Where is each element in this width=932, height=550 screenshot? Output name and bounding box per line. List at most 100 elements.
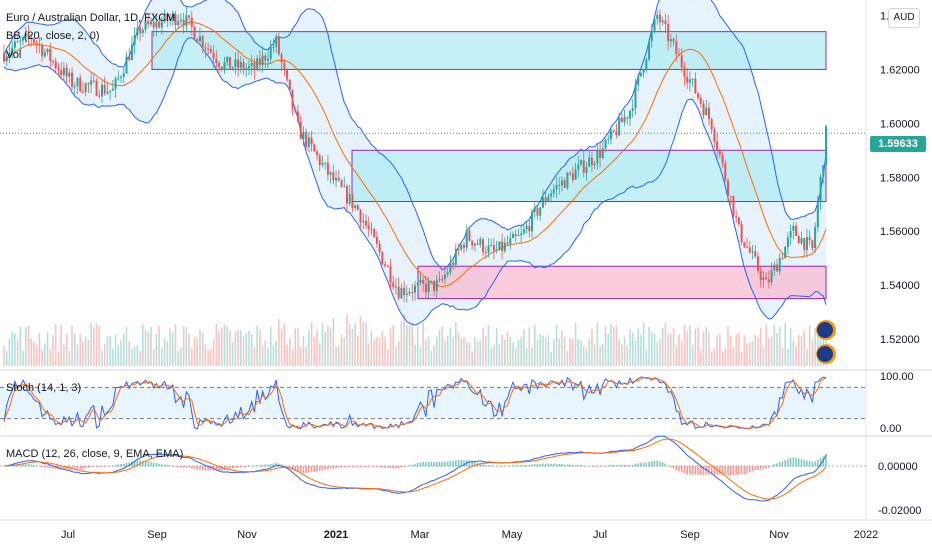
symbol-legend[interactable]: Euro / Australian Dollar, 1D, FXCM	[6, 12, 176, 24]
volume-bar	[35, 345, 38, 366]
candle-body	[147, 20, 150, 25]
volume-bar	[634, 340, 637, 366]
volume-bar	[166, 341, 169, 366]
price-tick-label: 1.58000	[880, 172, 920, 184]
macd-histogram-bar	[732, 466, 735, 476]
candle-body	[756, 256, 759, 271]
macd-histogram-bar	[188, 466, 190, 468]
macd-histogram-bar	[667, 465, 669, 467]
macd-histogram-bar	[90, 466, 92, 468]
candle-body	[648, 41, 651, 60]
candle-body	[718, 149, 721, 155]
stoch-legend[interactable]: Stoch (14, 1, 3)	[6, 382, 82, 394]
volume-bar	[686, 331, 688, 366]
volume-bar	[229, 329, 231, 366]
candle-body	[302, 131, 305, 139]
volume-bar	[283, 323, 286, 366]
volume-bar	[76, 344, 79, 366]
macd-histogram-bar	[721, 466, 724, 475]
macd-histogram-bar	[566, 464, 569, 467]
macd-histogram-bar	[509, 465, 512, 467]
macd-histogram-bar	[275, 462, 277, 467]
candle-body	[626, 117, 629, 119]
candle-body	[800, 238, 803, 244]
macd-histogram-bar	[501, 466, 503, 467]
macd-histogram-bar	[161, 464, 163, 467]
volume-bar	[569, 338, 571, 366]
candle-body	[732, 196, 735, 217]
volume-bar	[340, 334, 343, 366]
macd-histogram-bar	[528, 465, 531, 467]
macd-legend[interactable]: MACD (12, 26, close, 9, EMA, EMA)	[6, 448, 184, 460]
macd-histogram-bar	[226, 466, 228, 470]
volume-bar	[87, 339, 90, 366]
time-tick-label: Jul	[593, 529, 607, 541]
macd-histogram-bar	[615, 465, 618, 467]
macd-histogram-bar	[531, 464, 533, 467]
volume-bar	[71, 325, 73, 366]
volume-bar	[354, 323, 356, 366]
volume-bar	[3, 345, 5, 366]
volume-bar	[648, 326, 650, 366]
macd-histogram-bar	[748, 466, 751, 473]
macd-histogram-bar	[253, 465, 256, 467]
candle-body	[754, 251, 757, 257]
candle-body	[139, 27, 142, 34]
volume-legend[interactable]: Vol	[6, 49, 22, 61]
macd-histogram-bar	[811, 461, 814, 467]
volume-bar	[670, 334, 672, 366]
macd-histogram-bar	[661, 462, 664, 467]
candle-body	[253, 62, 256, 71]
volume-bar	[789, 328, 792, 366]
candle-body	[90, 80, 93, 85]
volume-bar	[708, 331, 710, 366]
candle-body	[386, 265, 389, 267]
macd-histogram-bar	[716, 466, 718, 475]
macd-histogram-bar	[204, 466, 207, 471]
candle-body	[223, 62, 226, 70]
volume-bar	[171, 332, 174, 366]
macd-histogram-bar	[245, 466, 248, 468]
candle-body	[427, 281, 430, 293]
macd-histogram-bar	[408, 465, 411, 467]
volume-bar	[318, 343, 321, 366]
candle-body	[182, 19, 185, 26]
candle-body	[392, 282, 395, 288]
volume-bar	[498, 344, 501, 366]
volume-bar	[795, 345, 797, 366]
macd-histogram-bar	[602, 466, 604, 467]
candle-body	[57, 68, 60, 71]
volume-bar	[313, 336, 316, 366]
candle-body	[566, 172, 569, 188]
volume-bar	[721, 351, 724, 366]
candle-body	[797, 235, 800, 244]
volume-bar	[288, 338, 291, 366]
volume-bar	[504, 339, 506, 366]
volume-bar	[204, 344, 207, 366]
volume-bar	[392, 324, 395, 366]
volume-bar	[133, 346, 136, 366]
macd-histogram-bar	[237, 466, 239, 468]
volume-bar	[54, 324, 57, 366]
volume-bar	[797, 334, 800, 366]
candle-body	[438, 279, 441, 281]
bb-legend[interactable]: BB (20, close, 2, 0)	[6, 30, 100, 42]
candle-body	[201, 36, 204, 48]
macd-histogram-bar	[229, 466, 231, 470]
candle-body	[631, 108, 634, 111]
volume-bar	[757, 336, 759, 366]
candle-body	[171, 14, 174, 19]
macd-histogram-bar	[482, 464, 484, 467]
candle-body	[264, 55, 267, 61]
volume-bar	[332, 318, 335, 366]
candle-body	[596, 150, 599, 164]
macd-histogram-bar	[441, 461, 444, 467]
currency-button[interactable]: AUD	[888, 8, 920, 28]
candle-body	[405, 293, 408, 296]
volume-bar	[667, 333, 669, 366]
volume-bar	[381, 331, 384, 366]
candle-body	[789, 230, 792, 238]
macd-histogram-bar	[120, 463, 122, 467]
volume-bar	[27, 325, 30, 366]
